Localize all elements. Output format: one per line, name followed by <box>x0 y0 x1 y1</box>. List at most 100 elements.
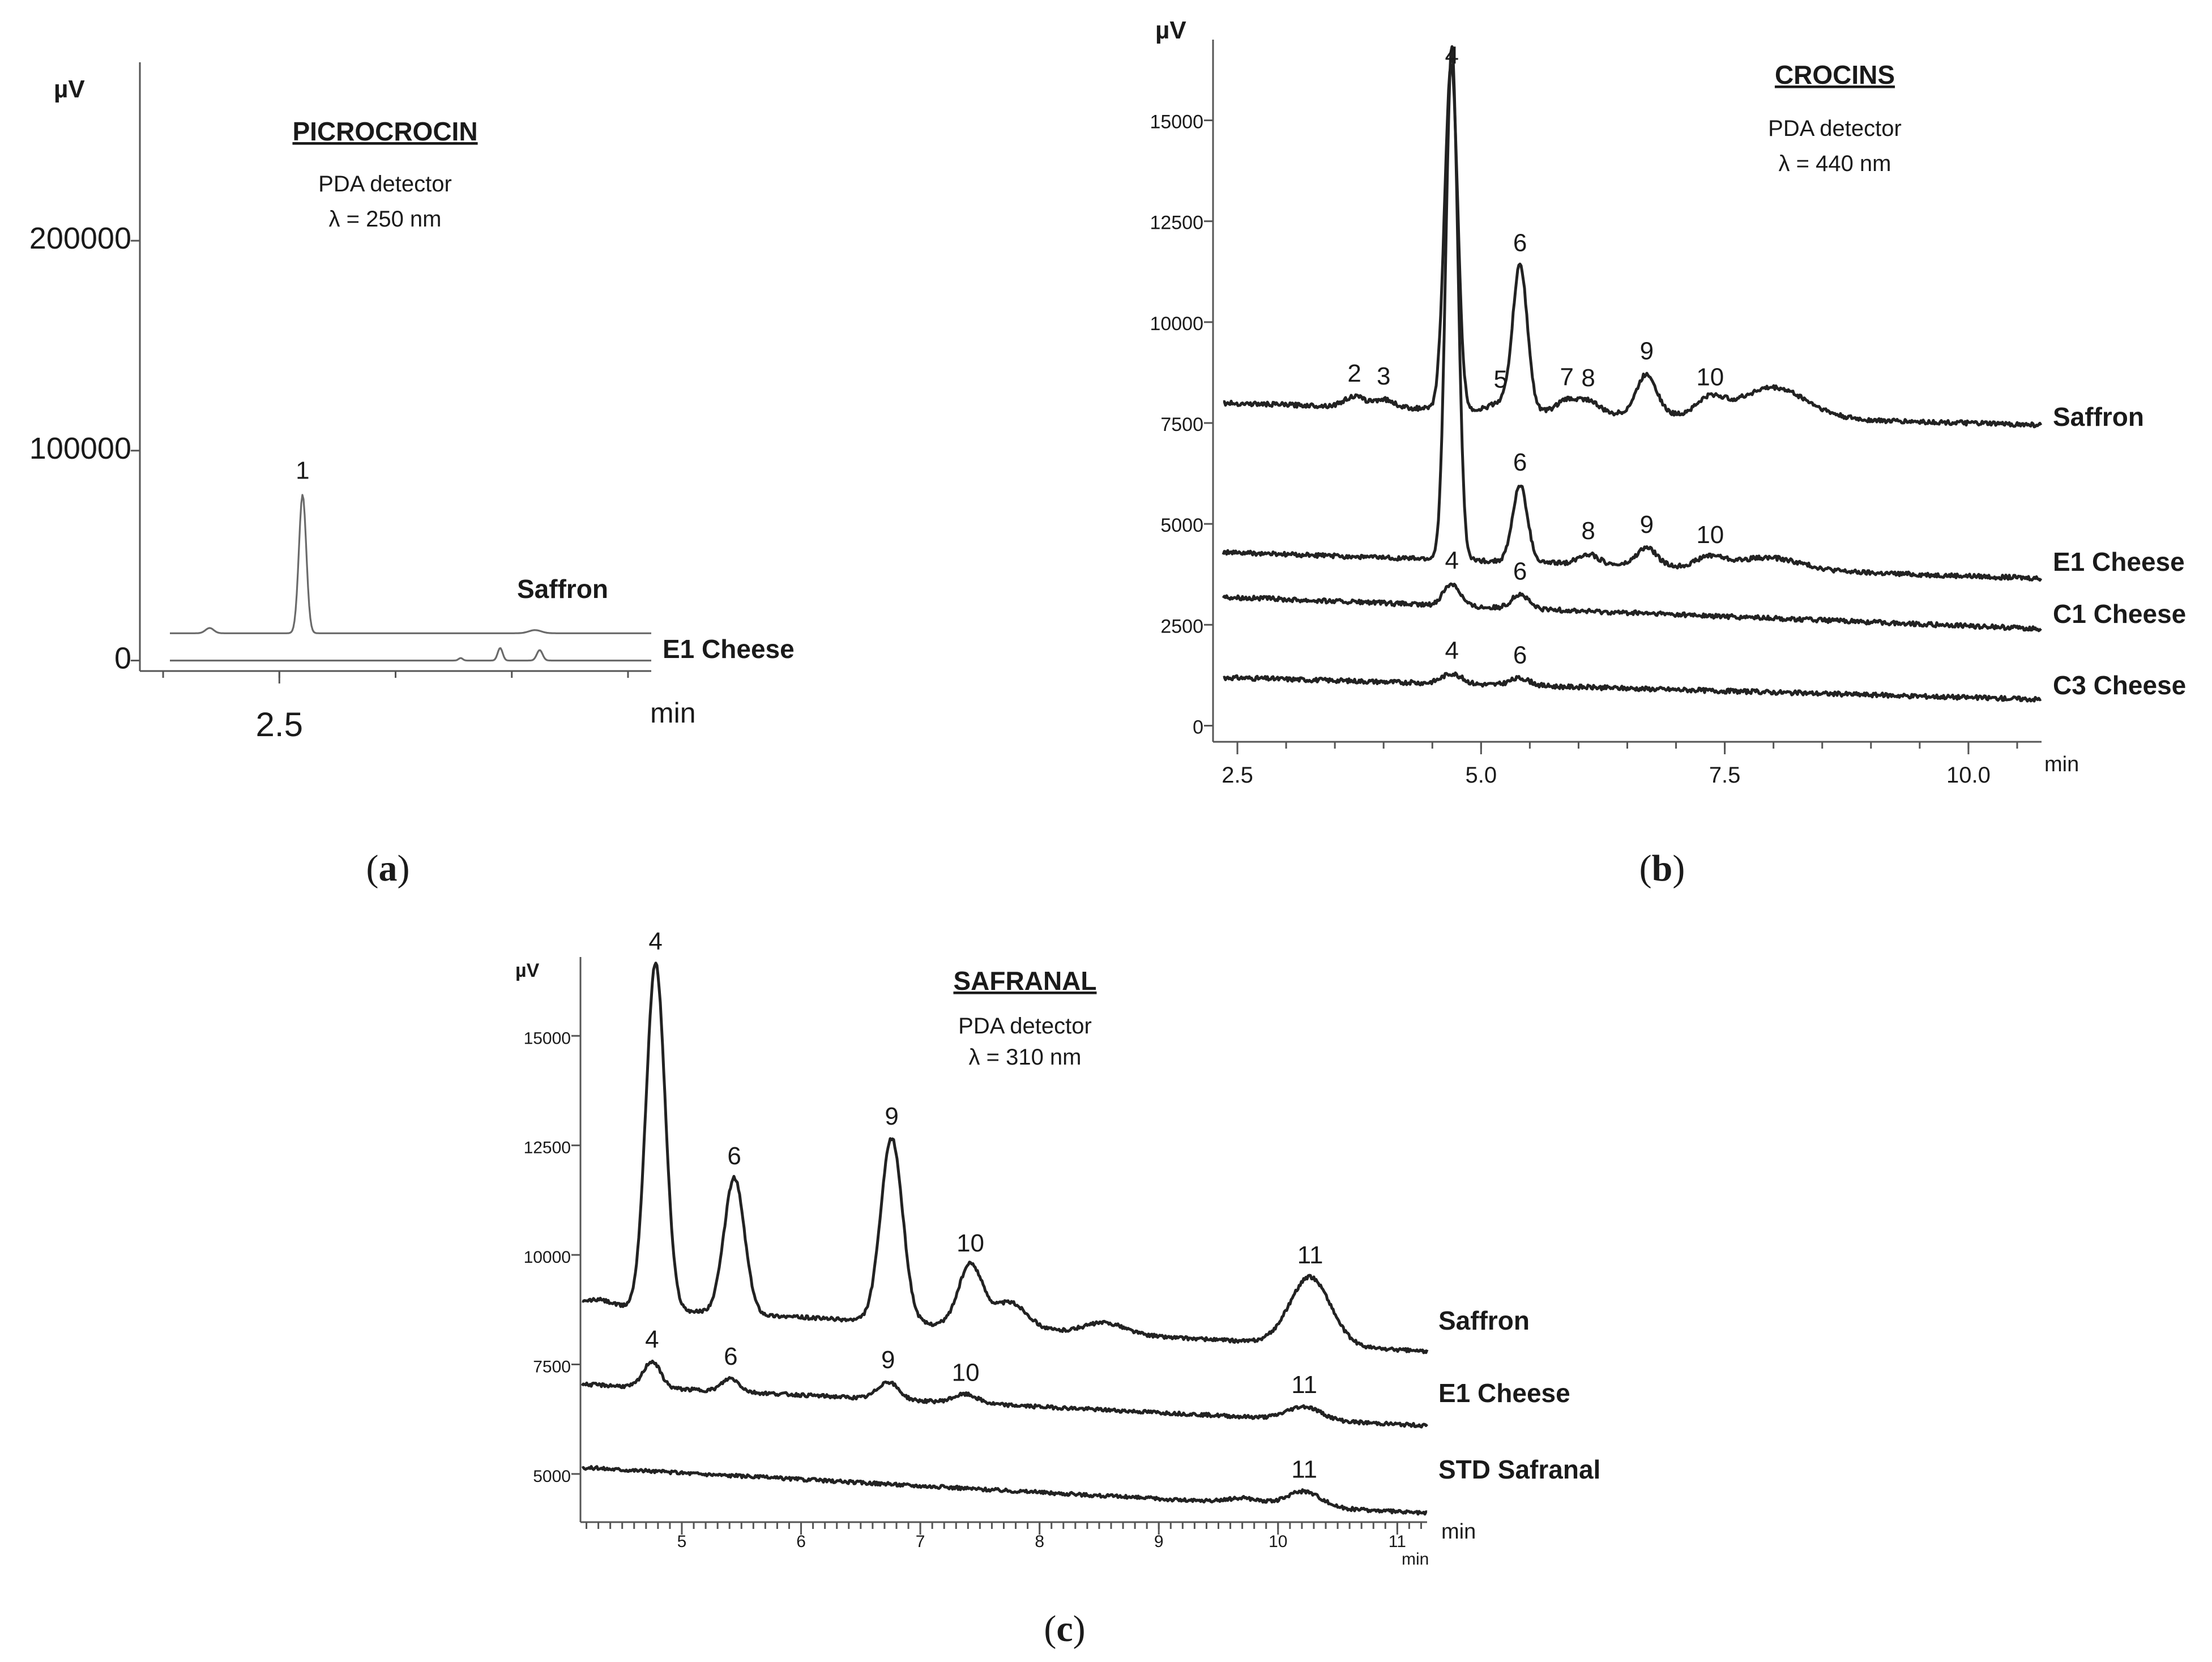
panel-a-series-saffron: Saffron <box>517 574 608 604</box>
panel-c-peak-label: 6 <box>724 1343 737 1370</box>
panel-a-peak-label: 1 <box>296 457 309 485</box>
panel-b-series-c1-cheese: C1 Cheese <box>2053 599 2186 629</box>
panel-b-trace-saffron <box>1223 63 2043 429</box>
panel-b-peak-label: 6 <box>1513 558 1527 586</box>
panel-a-y-tick-label: 0 <box>114 641 131 675</box>
panel-c-trace-e1-cheese <box>580 1360 1428 1429</box>
panel-b-peak-label: 6 <box>1513 448 1527 476</box>
panel-c-peak-label: 9 <box>881 1346 895 1374</box>
panel-c-x-tick-label: 11 <box>1389 1532 1406 1551</box>
panel-c-peak-label: 4 <box>645 1326 659 1353</box>
panel-c-wavelength: λ = 310 nm <box>968 1045 1081 1070</box>
panel-b-x-tick-label: 10.0 <box>1946 763 1991 788</box>
panel-b-y-tick-label: 12500 <box>1150 212 1203 234</box>
panel-a-y-unit: µV <box>54 75 85 103</box>
panel-a-y-tick-label: 200000 <box>29 221 131 255</box>
panel-b-y-tick-label: 7500 <box>1160 414 1203 435</box>
panel-a-wavelength: λ = 250 nm <box>328 207 441 232</box>
panel-b: 0 2500 5000 7500 10000 12500 15000 2.5 5.0 7.5 10… <box>1150 16 2186 889</box>
panel-a-label-letter: a <box>379 848 398 889</box>
panel-c-peak-label: 11 <box>1291 1456 1317 1484</box>
panel-c-peak-label: 6 <box>727 1142 741 1170</box>
panel-a-series-e1-cheese: E1 Cheese <box>663 634 795 664</box>
panel-b-y-tick-label: 5000 <box>1160 515 1203 536</box>
panel-b-series-saffron: Saffron <box>2053 402 2144 431</box>
panel-b-peak-label: 4 <box>1445 547 1458 575</box>
panel-b-y-tick-label: 15000 <box>1150 112 1203 133</box>
panel-a-x-tick-label: 2.5 <box>256 706 303 744</box>
panel-c-x-tick-label: 8 <box>1035 1532 1044 1551</box>
panel-c-x-tick-label: 7 <box>916 1532 925 1551</box>
panel-b-y-unit: µV <box>1155 16 1186 44</box>
panel-b-label: (b) <box>1639 848 1685 889</box>
panel-b-peak-label: 5 <box>1494 366 1508 394</box>
panel-a: 0 100000 200000 2.5 1 µV min PICROCROCIN P… <box>29 62 795 889</box>
panel-c-peak-label: 9 <box>885 1103 898 1130</box>
panel-a-title: PICROCROCIN <box>292 117 477 146</box>
panel-b-peak-label: 8 <box>1581 517 1595 545</box>
panel-c-peak-label: 10 <box>952 1358 980 1386</box>
panel-b-peak-label: 10 <box>1696 521 1724 549</box>
panel-b-series-c3-cheese: C3 Cheese <box>2053 670 2186 700</box>
panel-b-series-e1-cheese: E1 Cheese <box>2053 547 2185 576</box>
panel-c-x-tick-label: 6 <box>796 1532 806 1551</box>
panel-a-detector: PDA detector <box>318 172 452 196</box>
panel-c-y-tick-label: 10000 <box>524 1248 571 1267</box>
panel-b-trace-e1-cheese <box>1222 45 2043 582</box>
panel-c-trace-std-safranal <box>581 1465 1428 1516</box>
panel-c-series-std-safranal: STD Safranal <box>1438 1455 1600 1484</box>
panel-b-peak-label: 9 <box>1640 337 1654 365</box>
panel-c-label: (c) <box>1044 1608 1085 1650</box>
panel-b-peak-label: 10 <box>1696 363 1724 391</box>
panel-a-label: (a) <box>366 848 410 889</box>
panel-b-y-tick-label: 10000 <box>1150 313 1203 335</box>
panel-c-series-saffron: Saffron <box>1438 1306 1530 1335</box>
panel-b-peak-label: 7 <box>1560 364 1574 391</box>
panel-a-x-unit: min <box>650 697 696 729</box>
panel-c-peak-label: 11 <box>1297 1241 1323 1269</box>
panel-b-detector: PDA detector <box>1768 116 1902 141</box>
panel-b-peak-label: 4 <box>1445 41 1458 69</box>
panel-b-x-tick-label: 5.0 <box>1466 763 1497 788</box>
panel-b-peak-label: 9 <box>1640 511 1654 539</box>
panel-b-peak-label: 8 <box>1581 364 1595 392</box>
panel-c-x-tick-label: 10 <box>1269 1532 1287 1551</box>
panel-c-x-tick-label: 9 <box>1154 1532 1164 1551</box>
panel-c-y-tick-label: 15000 <box>524 1029 571 1048</box>
panel-b-x-tick-label: 2.5 <box>1222 763 1253 788</box>
panel-b-trace-c1-cheese <box>1222 582 2042 633</box>
panel-c-label-letter: c <box>1056 1608 1073 1650</box>
panel-b-x-unit: min <box>2044 753 2079 776</box>
panel-c-x-tick-label: 5 <box>677 1532 687 1551</box>
panel-c-y-tick-label: 12500 <box>524 1139 571 1157</box>
panel-c-trace-saffron <box>582 962 1429 1355</box>
panel-c-x-unit-small: min <box>1402 1550 1429 1569</box>
panel-c-detector: PDA detector <box>958 1014 1092 1039</box>
panel-b-x-tick-label: 7.5 <box>1709 763 1741 788</box>
panel-a-trace-e1-cheese <box>170 647 651 662</box>
panel-b-peak-label: 4 <box>1445 636 1458 664</box>
panel-b-y-tick-label: 2500 <box>1160 616 1203 637</box>
panel-c-y-tick-label: 5000 <box>533 1467 571 1486</box>
panel-b-wavelength: λ = 440 nm <box>1778 151 1891 176</box>
panel-c-y-tick-label: 7500 <box>533 1357 571 1376</box>
panel-c-peak-label: 11 <box>1291 1371 1317 1399</box>
panel-c-x-unit: min <box>1441 1520 1476 1544</box>
panel-c-y-unit: µV <box>515 960 540 981</box>
panel-b-title: CROCINS <box>1775 60 1895 89</box>
panel-b-peak-label: 6 <box>1513 642 1527 669</box>
panel-b-peak-label: 3 <box>1377 362 1390 390</box>
panel-b-peak-label: 2 <box>1347 360 1361 387</box>
panel-c-peak-label: 10 <box>956 1229 984 1257</box>
panel-c: 5000 7500 10000 12500 15000 5 6 7 8 9 10 11 4 6 9 10 1… <box>515 928 1600 1650</box>
panel-b-peak-label: 6 <box>1513 229 1527 257</box>
panel-c-series-e1-cheese: E1 Cheese <box>1438 1378 1570 1408</box>
panel-c-peak-label: 4 <box>648 928 662 955</box>
panel-c-title: SAFRANAL <box>954 966 1097 996</box>
panel-a-y-tick-label: 100000 <box>29 431 131 465</box>
panel-b-label-letter: b <box>1652 848 1673 889</box>
panel-a-trace-saffron <box>170 494 651 634</box>
panel-b-trace-c3-cheese <box>1223 671 2042 703</box>
panel-b-y-tick-label: 0 <box>1193 716 1203 738</box>
